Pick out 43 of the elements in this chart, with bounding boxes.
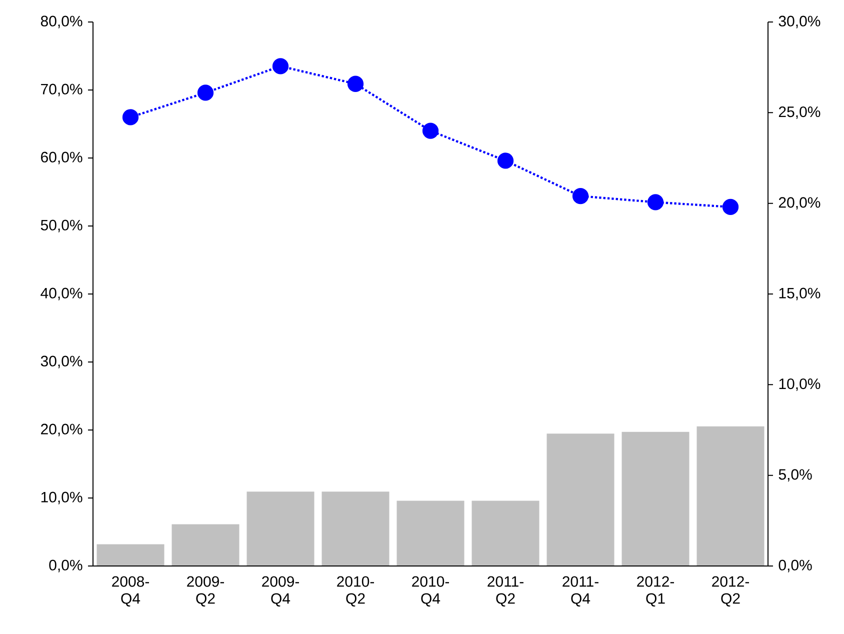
y2-tick-label: 20,0% — [778, 197, 820, 210]
bar — [622, 432, 690, 566]
y-tick-label: 0,0% — [49, 560, 82, 572]
x-tick-label: 2011-Q4 — [562, 576, 598, 606]
point — [272, 58, 289, 74]
x-tick-label: 2010-Q2 — [337, 576, 374, 606]
point — [197, 84, 214, 101]
x-tick-label: 2009-Q4 — [262, 576, 300, 606]
y2-tick-label: 15,0% — [779, 288, 820, 300]
bar — [546, 434, 614, 566]
y2-tick-label: 30,0% — [778, 16, 820, 28]
point — [497, 152, 514, 169]
point — [647, 194, 664, 210]
y2-tick-label: 5,0% — [778, 469, 812, 482]
x-tick-label: 2008-Q4 — [112, 576, 150, 606]
bar — [246, 492, 314, 566]
point — [122, 109, 139, 126]
y-tick-label: 50,0% — [40, 220, 82, 232]
bar — [96, 544, 164, 566]
point — [722, 198, 739, 216]
y-tick-label: 60,0% — [41, 152, 82, 164]
y-tick-label: 80,0% — [40, 16, 82, 28]
y2-tick-label: 0,0% — [778, 560, 812, 572]
y-tick-label: 20,0% — [41, 424, 82, 436]
y-tick-label: 10,0% — [41, 492, 82, 504]
y2-tick-label: 10,0% — [779, 378, 820, 391]
x-tick-label: 2012-Q1 — [637, 576, 674, 606]
x-tick-label: 2009-Q2 — [187, 576, 224, 606]
x-tick-label: 2012-Q2 — [712, 576, 750, 606]
x-tick-label: 2011-Q2 — [488, 576, 524, 606]
point — [347, 76, 364, 92]
point — [422, 122, 439, 139]
x-tick-label: 2010-Q4 — [412, 576, 450, 606]
y-tick-label: 30,0% — [40, 356, 82, 368]
y-tick-label: 70,0% — [41, 84, 82, 96]
point — [572, 188, 589, 204]
y2-tick-label: 25,0% — [778, 106, 820, 119]
bar — [172, 524, 240, 566]
bar — [322, 492, 390, 566]
bar — [696, 426, 764, 566]
bar — [396, 500, 464, 566]
bar — [472, 500, 540, 566]
y-tick-label: 40,0% — [40, 288, 82, 300]
